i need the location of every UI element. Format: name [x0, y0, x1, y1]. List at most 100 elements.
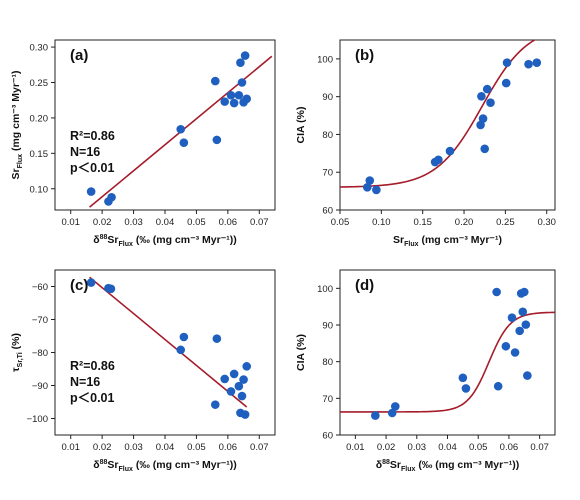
x-tick-label: 0.25 — [496, 217, 515, 228]
data-point — [106, 284, 116, 294]
y-axis-label: τSr,Ti (%) — [10, 333, 24, 372]
data-point — [371, 411, 380, 420]
panel-label: (c) — [70, 277, 88, 294]
panel-d: 0.01 0.02 0.03 0.04 0.05 0.06 0.07 60 70 80 90 100 δ… — [295, 269, 556, 473]
y-tick-label: 70 — [322, 394, 333, 405]
data-point — [492, 287, 501, 297]
y-tick-label: 0.30 — [30, 43, 49, 54]
data-point — [510, 348, 520, 357]
panel-label: (b) — [355, 47, 374, 64]
x-tick-label: 0.03 — [124, 442, 143, 453]
x-tick-label: 0.07 — [250, 217, 269, 228]
data-point — [519, 287, 529, 297]
data-point — [226, 90, 236, 100]
data-point — [458, 373, 468, 383]
y-tick-label: 90 — [322, 321, 333, 332]
data-point — [486, 98, 495, 108]
x-tick-label: 0.05 — [469, 442, 488, 453]
y-tick-label: 70 — [322, 168, 333, 179]
data-point — [478, 114, 488, 123]
y-tick-label: 80 — [322, 357, 333, 368]
panel-label: (d) — [355, 277, 374, 294]
y-tick-label: −100 — [27, 414, 48, 425]
data-point — [434, 155, 443, 165]
x-tick-label: 0.20 — [455, 217, 474, 228]
data-point — [515, 326, 524, 336]
panel-label: (a) — [70, 47, 88, 64]
y-tick-label: 90 — [322, 92, 333, 103]
data-point — [236, 58, 245, 67]
panel-a: 0.01 0.02 0.03 0.04 0.05 0.06 0.07 0.10 0.15 0.20… — [10, 39, 276, 248]
x-tick-label: 0.07 — [250, 442, 269, 453]
data-point — [242, 94, 252, 104]
x-tick-label: 0.30 — [537, 217, 556, 228]
data-point — [493, 381, 503, 391]
x-tick-label: 0.04 — [156, 442, 175, 453]
data-point — [532, 58, 542, 67]
data-point — [234, 90, 244, 100]
data-point — [179, 332, 189, 342]
x-tick-label: 0.06 — [500, 442, 519, 453]
data-point — [212, 334, 222, 343]
data-point — [239, 375, 248, 384]
data-point — [501, 341, 511, 351]
data-point — [521, 320, 531, 329]
data-point — [242, 362, 252, 371]
x-tick-label: 0.02 — [377, 442, 396, 453]
stat-annotation: N=16 — [70, 375, 100, 389]
y-tick-label: −70 — [32, 315, 48, 326]
y-tick-label: −80 — [32, 348, 48, 359]
data-point — [176, 124, 186, 134]
data-point — [445, 146, 455, 156]
data-point — [524, 59, 533, 69]
y-tick-label: −60 — [32, 282, 48, 293]
x-tick-label: 0.01 — [346, 442, 365, 453]
data-point — [210, 400, 220, 409]
x-tick-label: 0.01 — [61, 442, 80, 453]
data-point — [390, 402, 400, 411]
data-point — [477, 91, 486, 101]
data-point — [518, 307, 528, 317]
data-point — [523, 371, 532, 380]
data-point — [179, 138, 189, 148]
data-point — [234, 381, 244, 391]
data-point — [220, 97, 230, 106]
data-point — [480, 144, 490, 154]
x-tick-label: 0.04 — [438, 442, 457, 453]
data-point — [237, 391, 247, 401]
stat-annotation: R²=0.86 — [70, 359, 115, 373]
x-tick-label: 0.03 — [124, 217, 143, 228]
x-tick-label: 0.05 — [331, 217, 350, 228]
data-point — [212, 135, 222, 145]
data-point — [107, 192, 116, 202]
data-point — [501, 78, 511, 88]
panel-c: 0.01 0.02 0.03 0.04 0.05 0.06 0.07 −100 −90 −80 −7… — [10, 269, 276, 473]
x-axis-label: δ88SrFlux (‰ (mg cm⁻³ Myr⁻¹)) — [376, 459, 520, 473]
x-tick-label: 0.15 — [413, 217, 432, 228]
data-point — [507, 313, 517, 322]
fit-line — [89, 276, 248, 408]
x-tick-label: 0.06 — [219, 442, 238, 453]
y-axis-label: SrFlux (mg cm⁻³ Myr⁻¹) — [10, 71, 24, 180]
stat-annotation: R²=0.86 — [70, 129, 115, 143]
data-point — [229, 98, 239, 108]
y-tick-label: 100 — [317, 54, 333, 65]
y-tick-label: 100 — [317, 284, 333, 295]
stat-annotation: p＜0.01 — [70, 391, 115, 405]
data-point — [237, 78, 247, 87]
x-axis-label: δ88SrFlux (‰ (mg cm⁻³ Myr⁻¹)) — [93, 459, 237, 473]
x-tick-label: 0.05 — [187, 442, 206, 453]
x-tick-label: 0.05 — [187, 217, 206, 228]
x-tick-label: 0.03 — [408, 442, 427, 453]
stat-annotation: p＜0.01 — [70, 161, 115, 175]
data-point — [482, 84, 492, 94]
x-tick-label: 0.01 — [61, 217, 80, 228]
panel-b: 0.05 0.10 0.15 0.20 0.25 0.30 60 70 80 90 100 SrFlu… — [295, 39, 556, 248]
y-tick-label: 0.20 — [30, 113, 49, 124]
data-point — [176, 345, 186, 355]
data-point — [86, 278, 96, 287]
y-axis-label: CIA (%) — [295, 334, 307, 371]
x-axis-label: δ88SrFlux (‰ (mg cm⁻³ Myr⁻¹)) — [93, 234, 237, 248]
data-point — [365, 176, 375, 185]
